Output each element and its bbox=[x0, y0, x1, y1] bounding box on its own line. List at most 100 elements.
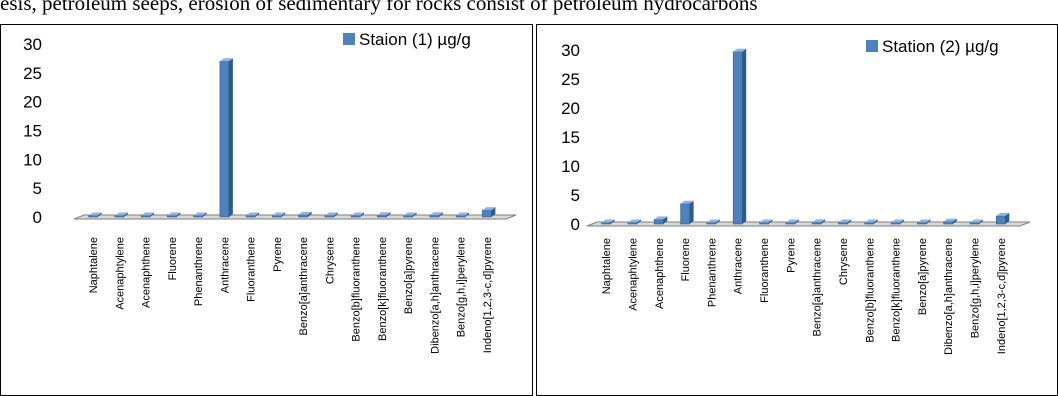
bar-front bbox=[706, 222, 717, 225]
bar-acenaphthene bbox=[140, 212, 155, 218]
chart-station-1: 0 5 10 15 20 25 30 Naphtalene Acenaphtylene Acena… bbox=[0, 24, 533, 396]
bar-top bbox=[785, 219, 799, 223]
x-tick-label: Benzo[a]pyrene bbox=[917, 238, 929, 315]
bar-side bbox=[465, 212, 470, 217]
x-tick-label: Benzo[a]anthracene bbox=[812, 238, 824, 336]
bar-side bbox=[689, 200, 694, 224]
y-tick-label: 10 bbox=[23, 150, 42, 169]
bar-side bbox=[307, 211, 312, 217]
bar-side bbox=[768, 219, 773, 224]
bar-front bbox=[350, 215, 361, 218]
bar-top bbox=[654, 216, 668, 220]
x-tick-label: Phenanthrene bbox=[706, 238, 718, 307]
bar-side bbox=[821, 219, 826, 224]
legend-label: Staion (1) µg/g bbox=[359, 30, 471, 49]
bar-top bbox=[219, 58, 233, 62]
bar-front bbox=[838, 222, 848, 225]
bar-side bbox=[150, 212, 155, 217]
top-text-line: esis, petroleum seeps, erosion of sedime… bbox=[0, 0, 758, 15]
legend: Station (2) µg/g bbox=[866, 37, 999, 56]
x-tick-label: Indeno[1,2,3-c,d]pyrene bbox=[482, 237, 494, 353]
bar-front bbox=[193, 215, 203, 218]
bar-pyrene bbox=[272, 212, 286, 218]
x-tick-label: Benzo[g,h,i]perylene bbox=[970, 238, 982, 338]
bar-side bbox=[123, 212, 128, 217]
bar-benzo-g-h-i-perylene bbox=[455, 212, 470, 218]
bar-front bbox=[377, 214, 387, 218]
bar-top bbox=[812, 219, 826, 223]
x-tick-label: Indeno[1,2,3-c,d]pyrene bbox=[996, 238, 1008, 354]
bar-side bbox=[610, 219, 615, 224]
bar-front bbox=[864, 222, 875, 225]
bar-side bbox=[333, 212, 338, 217]
bar-side bbox=[438, 212, 443, 217]
bar-front bbox=[653, 219, 664, 225]
bar-acenaphtylene bbox=[627, 219, 641, 225]
bar-front bbox=[943, 221, 954, 225]
bar-top bbox=[970, 219, 984, 223]
x-tick-label: Anthracene bbox=[733, 238, 745, 294]
x-tick-label: Pyrene bbox=[785, 238, 797, 273]
x-tick-label: Benzo[a]pyrene bbox=[403, 237, 415, 314]
bar-front bbox=[298, 214, 308, 218]
bar-side bbox=[847, 219, 852, 224]
bar-front bbox=[785, 222, 796, 225]
bar-front bbox=[429, 214, 440, 218]
bar-front bbox=[245, 215, 256, 218]
y-tick-label: 5 bbox=[571, 186, 580, 205]
bar-side bbox=[97, 212, 102, 217]
bar-top bbox=[298, 211, 312, 215]
bar-side bbox=[1005, 212, 1010, 224]
bar-top bbox=[482, 207, 496, 211]
y-tick-label: 20 bbox=[561, 99, 580, 118]
bar-benzo-a-pyrene bbox=[917, 219, 931, 225]
bar-front bbox=[917, 222, 927, 225]
bar-phenanthrene bbox=[193, 212, 207, 218]
bar-top bbox=[88, 212, 102, 216]
bar-side bbox=[926, 219, 931, 224]
bar-top bbox=[403, 212, 417, 216]
bar-side bbox=[636, 219, 641, 224]
legend-swatch bbox=[343, 33, 355, 45]
bar-front bbox=[759, 222, 769, 225]
y-tick-label: 25 bbox=[23, 64, 42, 83]
chart-floor bbox=[73, 214, 517, 220]
bar-side bbox=[202, 212, 207, 217]
bar-front bbox=[114, 215, 125, 218]
bar-front bbox=[140, 215, 151, 218]
bar-fluorene bbox=[167, 212, 181, 218]
bar-front bbox=[88, 215, 98, 218]
x-tick-label: Anthracene bbox=[219, 237, 231, 293]
bar-fluoranthene bbox=[759, 219, 773, 225]
y-tick-label: 0 bbox=[571, 215, 580, 234]
bar-side bbox=[491, 207, 496, 217]
bar-top bbox=[429, 212, 443, 216]
legend-label: Station (2) µg/g bbox=[882, 37, 999, 56]
x-tick-label: Benzo[g,h,i]perylene bbox=[456, 237, 468, 337]
chart-frame bbox=[536, 24, 1058, 396]
bar-naphtalene bbox=[88, 212, 102, 218]
bar-side bbox=[952, 218, 957, 224]
y-tick-label: 30 bbox=[561, 41, 580, 60]
x-tick-label: Benzo[k]fluoranthene bbox=[377, 237, 389, 341]
bar-front bbox=[219, 60, 230, 218]
bar-top bbox=[996, 212, 1010, 216]
bar-benzo-a-anthracene bbox=[298, 211, 312, 218]
chart-panel-station-2: 0 5 10 15 20 25 30 Naphtalene Acenaphtylene Acena… bbox=[536, 24, 1058, 396]
y-tick-label: 20 bbox=[23, 93, 42, 112]
bar-front bbox=[732, 51, 743, 225]
bar-side bbox=[281, 212, 286, 217]
x-tick-label: Phenanthrene bbox=[193, 237, 205, 306]
chart-station-2: 0 5 10 15 20 25 30 Naphtalene Acenaphtylene Acena… bbox=[536, 24, 1058, 396]
bar-front bbox=[680, 203, 690, 225]
bar-naphtalene bbox=[601, 219, 615, 225]
bar-side bbox=[794, 219, 799, 224]
bar-top bbox=[272, 212, 286, 216]
x-tick-label: Acenaphtylene bbox=[114, 237, 126, 310]
x-tick-label: Dibenzo[a,h]anthracene bbox=[429, 237, 441, 354]
bar-indeno-1-2-3-c-d-pyrene bbox=[996, 212, 1010, 225]
x-tick-label: Benzo[a]anthracene bbox=[298, 237, 310, 335]
bar-side bbox=[176, 212, 181, 217]
bar-front bbox=[324, 215, 335, 218]
bar-top bbox=[141, 212, 155, 216]
